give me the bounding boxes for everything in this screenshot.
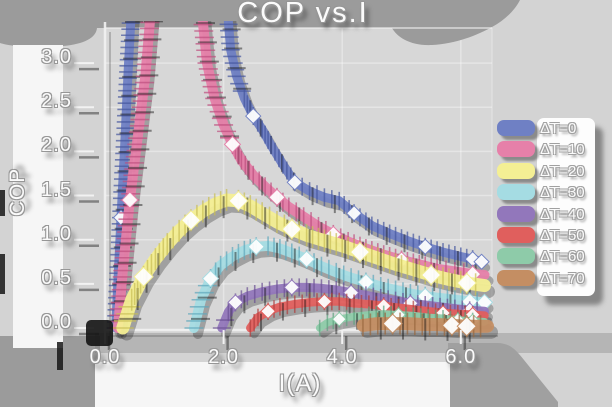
y-tick-label: 2.5 — [41, 90, 72, 113]
y-tick-label: 1.0 — [41, 222, 72, 245]
series-band-70 — [356, 312, 498, 343]
legend-swatch — [497, 141, 535, 158]
legend-swatch — [497, 162, 535, 179]
bottom-right-shadow — [448, 343, 558, 407]
diamond-marker — [201, 269, 220, 288]
edge-shadow-artifact — [57, 342, 63, 370]
legend-row: ΔT=50 — [497, 225, 595, 246]
bottom-margin-strip — [95, 362, 450, 407]
y-tick-label: 1.5 — [41, 178, 72, 201]
diamond-marker — [180, 210, 202, 231]
x-axis-label: I(A) — [278, 370, 322, 397]
origin-shadow-blob — [86, 320, 113, 346]
x-tick-label: 6.0 — [445, 346, 477, 368]
diamond-marker — [260, 303, 277, 320]
diamond-marker — [286, 174, 303, 191]
edge-shadow-artifact — [0, 254, 5, 294]
diamond-marker — [223, 135, 242, 154]
diamond-marker — [268, 188, 286, 207]
diamond-marker — [456, 272, 477, 294]
y-tick-label: 2.0 — [41, 134, 72, 157]
legend-swatch — [497, 226, 535, 243]
diamond-marker — [420, 264, 442, 286]
legend-row: ΔT=20 — [497, 161, 595, 182]
legend-row: ΔT=30 — [497, 182, 595, 203]
diamond-marker — [316, 293, 333, 310]
legend-row: ΔT=10 — [497, 139, 595, 160]
legend-label: ΔT=50 — [540, 226, 585, 244]
diamond-marker — [121, 191, 139, 209]
diamond-marker — [133, 266, 154, 287]
top-shadow-band — [0, 0, 520, 47]
series-band-20 — [111, 188, 495, 341]
diamond-marker — [281, 218, 303, 240]
y-tick-label: 3.0 — [41, 46, 72, 69]
legend-row: ΔT=0 — [497, 118, 595, 139]
diamond-marker — [247, 238, 265, 256]
legend-label: ΔT=10 — [540, 141, 585, 159]
diamond-marker — [441, 315, 463, 336]
y-tick-label: 0.0 — [41, 311, 72, 333]
legend-swatch — [497, 120, 535, 136]
left-margin-strip — [13, 45, 63, 348]
legend-swatch — [497, 269, 535, 286]
legend-row: ΔT=70 — [497, 268, 595, 289]
legend-row: ΔT=40 — [497, 204, 595, 225]
legend-swatch — [497, 205, 535, 222]
legend-label: ΔT=0 — [540, 120, 577, 137]
diamond-marker — [331, 311, 347, 327]
diamond-marker — [382, 313, 403, 334]
diamond-marker — [345, 205, 363, 222]
legend-label: ΔT=30 — [540, 184, 585, 202]
diamond-marker — [349, 241, 371, 263]
y-tick-label: 0.5 — [41, 266, 72, 289]
x-tick-label: 2.0 — [208, 346, 239, 368]
x-tick-label: 0.0 — [89, 346, 121, 368]
x-tick-label: 4.0 — [326, 346, 358, 368]
diamond-marker — [227, 294, 244, 311]
legend: ΔT=0 ΔT=10 ΔT=20 ΔT=30 ΔT=40 ΔT=50 ΔT=60 ΔT=70 — [497, 118, 595, 296]
diamond-marker — [283, 279, 301, 296]
legend-label: ΔT=70 — [540, 269, 585, 287]
legend-row: ΔT=60 — [497, 246, 595, 267]
legend-label: ΔT=20 — [540, 162, 585, 180]
diamond-marker — [456, 316, 477, 337]
diamond-marker — [228, 190, 249, 212]
legend-swatch — [497, 184, 535, 201]
diamond-marker — [297, 250, 316, 268]
chart-title: COP vs.I — [237, 0, 369, 29]
legend-label: ΔT=60 — [540, 248, 585, 266]
diamond-marker — [473, 253, 490, 270]
edge-shadow-artifact — [0, 190, 5, 216]
diamond-marker — [417, 238, 434, 255]
diamond-marker — [245, 107, 262, 125]
legend-label: ΔT=40 — [540, 205, 585, 223]
legend-swatch — [497, 248, 535, 265]
